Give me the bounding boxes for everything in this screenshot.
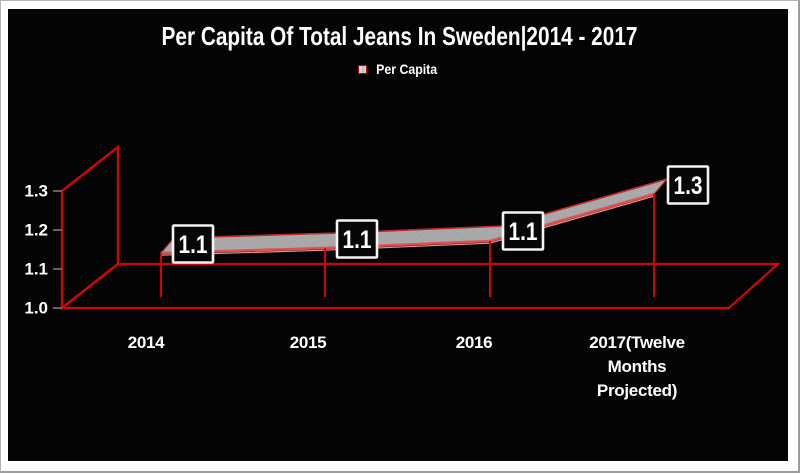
- legend-swatch-icon: [357, 64, 367, 74]
- data-label: 1.1: [509, 218, 538, 246]
- floor-outline: [58, 262, 781, 310]
- y-axis-label: 1.1: [24, 260, 48, 279]
- chart-title: Per Capita Of Total Jeans In Sweden|2014…: [161, 21, 638, 51]
- ribbon-bottom-highlight: [160, 195, 655, 256]
- series-ribbon: [159, 178, 669, 254]
- category-label: 2014: [128, 333, 165, 352]
- y-axis-label: 1.2: [24, 221, 48, 240]
- category-label: 2015: [290, 333, 327, 352]
- ribbon-bottom-edge: [160, 192, 655, 255]
- y-axis-label: 1.3: [24, 182, 48, 201]
- ribbon-top-edge: [173, 178, 668, 239]
- wall-outline: [60, 144, 120, 311]
- data-label-box: [666, 165, 710, 205]
- data-label: 1.1: [179, 231, 208, 259]
- data-label: 1.3: [674, 172, 703, 200]
- data-label-box: [171, 224, 215, 264]
- y-axis-label: 1.0: [24, 299, 48, 318]
- legend: Per Capita: [1, 61, 798, 77]
- category-label: 2017(Twelve Months Projected): [589, 333, 685, 400]
- data-label-box: [335, 219, 379, 259]
- data-label-box: [501, 211, 545, 251]
- legend-label: Per Capita: [376, 61, 437, 77]
- data-label: 1.1: [343, 226, 372, 254]
- category-label: 2016: [456, 333, 493, 352]
